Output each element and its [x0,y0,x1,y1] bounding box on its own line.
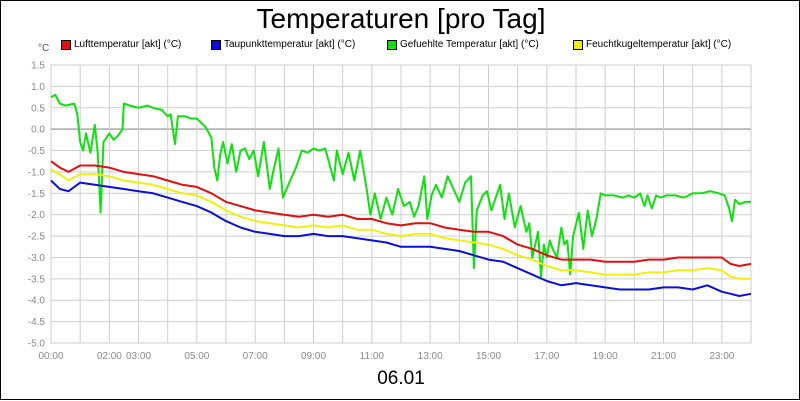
chart-title: Temperaturen [pro Tag] [256,3,546,34]
legend-swatch-feuchtkugeltemperatur [573,39,583,50]
y-tick-label: -1.0 [28,167,46,178]
y-tick-label: -1.5 [28,189,46,200]
legend-swatch-gefuehlte-temperatur [387,39,397,50]
legend-label-feuchtkugeltemperatur: Feuchtkugeltemperatur [akt] (°C) [586,39,732,50]
x-tick-label: 15:00 [476,351,501,362]
legend-label-lufttemperatur: Lufttemperatur [akt] (°C) [74,39,182,50]
x-tick-label: 07:00 [243,351,268,362]
y-tick-label: -3.0 [28,253,46,264]
x-tick-label: 21:00 [651,351,676,362]
y-tick-label: -5.0 [28,339,46,350]
legend-item-feuchtkugeltemperatur: Feuchtkugeltemperatur [akt] (°C) [573,39,731,50]
x-tick-label: 05:00 [184,351,209,362]
x-tick-label: 13:00 [418,351,443,362]
x-tick-label: 09:00 [301,351,326,362]
x-tick-label: 17:00 [534,351,559,362]
y-tick-label: 0.5 [31,103,45,114]
legend-item-taupunkttemperatur: Taupunkttemperatur [akt] (°C) [211,39,355,50]
x-tick-label: 23:00 [709,351,734,362]
series-line-2 [50,93,751,278]
x-tick-label: 19:00 [593,351,618,362]
legend-label-taupunkttemperatur: Taupunkttemperatur [akt] (°C) [224,39,356,50]
y-tick-label: -4.5 [28,317,46,328]
y-tick-label: -4.0 [28,296,46,307]
y-tick-label: -0.5 [28,146,46,157]
x-tick-label: 11:00 [360,351,385,362]
series-line-1 [50,179,752,297]
legend-item-lufttemperatur: Lufttemperatur [akt] (°C) [61,39,181,50]
legend-item-gefuehlte-temperatur: Gefuehlte Temperatur [akt] (°C) [387,39,539,50]
date-label: 06.01 [377,368,425,389]
x-tick-label: 02:00 [97,351,122,362]
series-line-3 [50,168,751,280]
y-tick-label: 0.0 [31,125,45,136]
legend-label-gefuehlte-temperatur: Gefuehlte Temperatur [akt] (°C) [400,39,539,50]
y-tick-label: 1.5 [31,61,45,72]
y-tick-label: -2.5 [28,232,46,243]
y-tick-label: 1.0 [31,82,45,93]
y-axis-unit-label: °C [38,43,50,54]
series-line-0 [50,160,752,267]
legend-swatch-taupunkttemperatur [211,39,221,50]
x-tick-label: 03:00 [126,351,151,362]
y-tick-label: -2.0 [28,210,46,221]
y-tick-label: -3.5 [28,274,46,285]
legend-swatch-lufttemperatur [61,39,71,50]
x-tick-label: 00:00 [38,351,63,362]
